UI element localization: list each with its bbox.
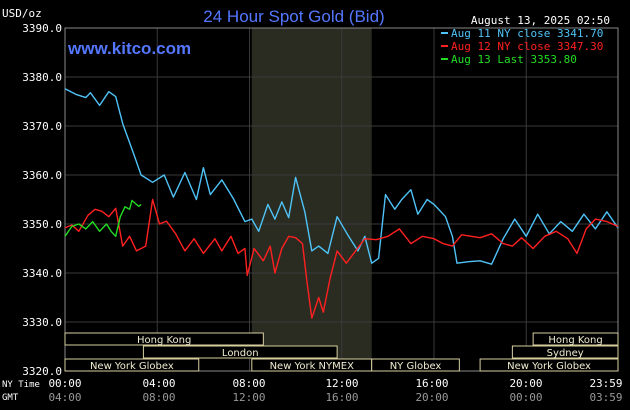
legend-entry: Aug 13 Last 3353.80 bbox=[451, 53, 577, 66]
y-tick-label: 3360.0 bbox=[22, 169, 62, 182]
x-tick-label: 12:00 bbox=[325, 377, 358, 390]
trading-hours-band bbox=[251, 28, 372, 371]
session-bar bbox=[479, 358, 619, 372]
x-gmt-tick-label: 08:00 bbox=[142, 391, 175, 404]
session-bar bbox=[371, 358, 460, 372]
session-label: New York Globex bbox=[90, 361, 174, 372]
chart-timestamp: August 13, 2025 02:50 bbox=[471, 14, 610, 27]
x-gmt-tick-label: 03:59 bbox=[589, 391, 622, 404]
legend-entry: Aug 12 NY close 3347.30 bbox=[451, 40, 603, 53]
session-label: Sydney bbox=[547, 348, 584, 359]
session-bar bbox=[511, 345, 619, 359]
ny-time-label: NY Time bbox=[2, 380, 40, 390]
session-bar bbox=[142, 345, 338, 359]
y-tick-label: 3330.0 bbox=[22, 316, 62, 329]
y-tick-label: 3380.0 bbox=[22, 71, 62, 84]
series-line bbox=[64, 199, 142, 237]
session-label: New York Globex bbox=[507, 361, 591, 372]
legend-entry: Aug 11 NY close 3341.70 bbox=[451, 27, 603, 40]
price-series bbox=[64, 88, 619, 319]
y-tick-label: 3370.0 bbox=[22, 120, 62, 133]
x-gmt-tick-label: 20:00 bbox=[415, 391, 448, 404]
session-bar bbox=[532, 332, 619, 346]
x-tick-label: 08:00 bbox=[232, 377, 265, 390]
market-sessions: Hong Kong London New York Globex New York N… bbox=[64, 332, 619, 372]
x-gmt-tick-label: 16:00 bbox=[325, 391, 358, 404]
session-label: NY Globex bbox=[390, 361, 442, 372]
x-gmt-tick-label: 00:00 bbox=[509, 391, 542, 404]
session-label: London bbox=[222, 348, 259, 359]
y-tick-label: 3340.0 bbox=[22, 267, 62, 280]
session-label: New York NYMEX bbox=[270, 361, 355, 372]
session-bar bbox=[64, 332, 264, 346]
x-tick-label: 23:59 bbox=[589, 377, 622, 390]
y-tick-label: 3390.0 bbox=[22, 22, 62, 35]
session-bar bbox=[64, 358, 200, 372]
session-label: Hong Kong bbox=[137, 335, 191, 346]
y-tick-label: 3350.0 bbox=[22, 218, 62, 231]
series-line bbox=[64, 88, 619, 265]
y-axis-label: USD/oz bbox=[2, 7, 42, 20]
x-gmt-tick-label: 04:00 bbox=[48, 391, 81, 404]
y-axis-ticks: 3390.0 3380.0 3370.0 3360.0 3350.0 3340.0 3330… bbox=[22, 22, 62, 378]
session-label: Hong Kong bbox=[548, 335, 602, 346]
gmt-label: GMT bbox=[2, 393, 19, 403]
kitco-watermark[interactable]: www.kitco.com bbox=[67, 39, 191, 58]
x-tick-label: 20:00 bbox=[509, 377, 542, 390]
y-tick-label: 3320.0 bbox=[22, 365, 62, 378]
x-tick-label: 00:00 bbox=[48, 377, 81, 390]
x-tick-label: 16:00 bbox=[415, 377, 448, 390]
series-line bbox=[64, 198, 619, 319]
x-gmt-tick-label: 12:00 bbox=[232, 391, 265, 404]
x-tick-label: 04:00 bbox=[142, 377, 175, 390]
chart-title: 24 Hour Spot Gold (Bid) bbox=[203, 7, 384, 26]
